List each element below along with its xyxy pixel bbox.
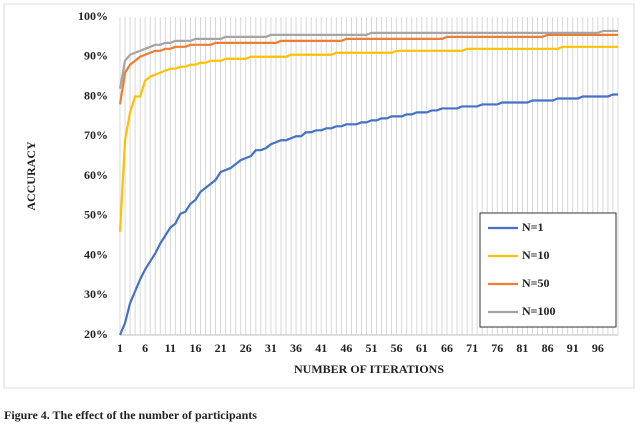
legend-label: N=50 xyxy=(522,276,550,290)
y-tick-label: 30% xyxy=(84,287,108,301)
x-tick-label: 66 xyxy=(441,341,453,355)
y-tick-label: 40% xyxy=(84,247,108,261)
x-tick-label: 41 xyxy=(315,341,327,355)
x-tick-label: 11 xyxy=(165,341,176,355)
line-series xyxy=(118,45,618,232)
x-tick-label: 61 xyxy=(416,341,428,355)
legend-label: N=100 xyxy=(522,304,556,318)
legend-label: N=1 xyxy=(522,220,544,234)
x-tick-label: 96 xyxy=(592,341,604,355)
x-tick-label: 1 xyxy=(117,341,123,355)
y-tick-label: 50% xyxy=(84,208,108,222)
y-tick-label: 80% xyxy=(84,88,108,102)
x-tick-label: 36 xyxy=(290,341,302,355)
y-tick-label: 100% xyxy=(78,9,108,23)
x-tick-label: 91 xyxy=(567,341,579,355)
caption: Figure 4. The effect of the number of pa… xyxy=(4,408,257,422)
y-tick-label: 70% xyxy=(84,128,108,142)
x-tick-label: 56 xyxy=(391,341,403,355)
x-tick-label: 46 xyxy=(340,341,352,355)
legend-box xyxy=(479,212,617,328)
x-tick-label: 31 xyxy=(265,341,277,355)
line-series xyxy=(118,29,618,89)
x-tick-label: 76 xyxy=(491,341,503,355)
x-tick-label: 16 xyxy=(189,341,201,355)
x-tick-label: 86 xyxy=(542,341,554,355)
y-tick-label: 90% xyxy=(84,49,108,63)
x-tick-label: 26 xyxy=(240,341,252,355)
line-series xyxy=(118,93,618,336)
x-tick-label: 6 xyxy=(142,341,148,355)
x-axis-title: NUMBER OF ITERATIONS xyxy=(294,362,444,376)
x-tick-label: 21 xyxy=(215,341,227,355)
y-axis-title: ACCURACY xyxy=(24,141,38,211)
y-tick-label: 60% xyxy=(84,168,108,182)
y-tick-label: 20% xyxy=(84,327,108,341)
x-tick-label: 81 xyxy=(516,341,528,355)
x-tick-label: 51 xyxy=(366,341,378,355)
legend-label: N=10 xyxy=(522,248,550,262)
x-tick-label: 71 xyxy=(466,341,478,355)
line-series xyxy=(118,33,618,105)
